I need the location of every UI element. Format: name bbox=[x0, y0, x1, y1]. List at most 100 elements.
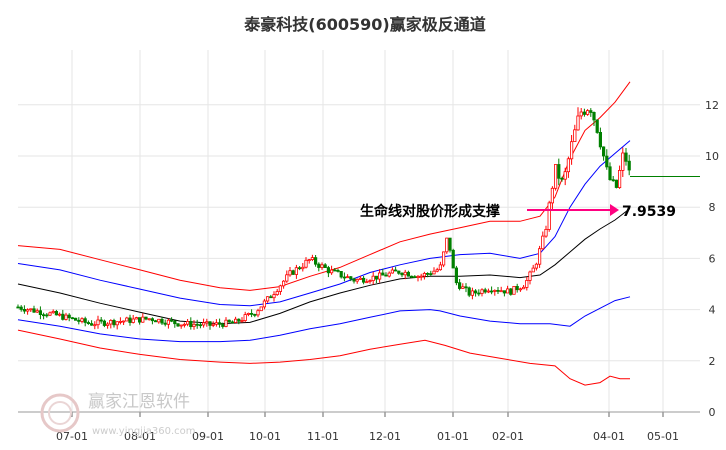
candle-body bbox=[586, 110, 590, 115]
candle-body bbox=[611, 179, 615, 182]
candle-body bbox=[22, 308, 27, 312]
candle-body bbox=[323, 264, 327, 268]
candle-body bbox=[461, 286, 465, 289]
candle-body bbox=[425, 272, 430, 275]
y-tick-label: 0 bbox=[709, 406, 716, 419]
x-axis: 07-01 08-01 09-01 10-01 11-01 12-01 01-01 02-01… bbox=[18, 411, 700, 443]
candle-body bbox=[486, 290, 491, 293]
candle-body bbox=[579, 111, 583, 117]
candle-body bbox=[83, 318, 87, 323]
candle-body bbox=[285, 274, 289, 282]
candle-body bbox=[310, 257, 315, 261]
candle-body bbox=[618, 169, 622, 188]
x-tick-label: 12-01 bbox=[369, 430, 401, 443]
candle-body bbox=[333, 269, 337, 272]
y-tick-label: 10 bbox=[705, 150, 719, 163]
candle-body bbox=[288, 270, 292, 276]
candle-body bbox=[16, 306, 20, 309]
candle-body bbox=[240, 320, 244, 322]
candle-body bbox=[61, 313, 65, 320]
candle-body bbox=[35, 310, 39, 313]
candle-body bbox=[195, 323, 199, 326]
candle-body bbox=[205, 321, 209, 324]
candle-body bbox=[566, 158, 571, 173]
candle-body bbox=[454, 267, 459, 284]
candle-body bbox=[122, 320, 126, 323]
candle-body bbox=[602, 146, 606, 157]
candle-body bbox=[176, 323, 180, 327]
candle-body bbox=[563, 171, 567, 180]
candle-body bbox=[96, 319, 100, 326]
candle-body bbox=[106, 323, 110, 326]
candle-body bbox=[451, 249, 455, 269]
candle-body bbox=[201, 322, 206, 326]
candle-body bbox=[90, 323, 94, 326]
upper-band-line bbox=[17, 81, 631, 291]
candle-body bbox=[272, 294, 276, 299]
candle-body bbox=[538, 248, 542, 265]
candle-body bbox=[25, 309, 30, 312]
candle-body bbox=[576, 115, 580, 131]
candle-body bbox=[457, 282, 462, 289]
candle-body bbox=[147, 318, 151, 321]
candle-body bbox=[58, 313, 62, 316]
y-axis: 0 2 4 6 8 10 12 bbox=[705, 99, 719, 419]
candle-body bbox=[131, 318, 135, 323]
candle-body bbox=[413, 276, 417, 279]
candle-body bbox=[297, 267, 302, 270]
candle-body bbox=[381, 272, 385, 276]
candle-body bbox=[112, 319, 116, 326]
candles bbox=[16, 107, 700, 330]
candle-body bbox=[51, 310, 55, 314]
candle-body bbox=[269, 296, 273, 299]
candle-body bbox=[246, 312, 250, 315]
candle-body bbox=[259, 306, 263, 312]
candle-body bbox=[573, 129, 577, 143]
candle-body bbox=[243, 314, 247, 322]
candle-body bbox=[422, 272, 427, 277]
candle-body bbox=[435, 269, 439, 272]
candle-body bbox=[115, 321, 119, 326]
candle-body bbox=[217, 322, 222, 325]
candle-body bbox=[595, 119, 599, 133]
candle-body bbox=[550, 187, 555, 204]
grid bbox=[18, 50, 700, 413]
candle-body bbox=[534, 263, 539, 269]
candle-body bbox=[377, 272, 382, 280]
x-tick-label: 02-01 bbox=[492, 430, 524, 443]
candle-body bbox=[70, 317, 74, 320]
candle-body bbox=[192, 323, 196, 327]
candle-body bbox=[522, 286, 526, 290]
candle-body bbox=[470, 290, 475, 296]
candle-body bbox=[198, 324, 202, 327]
candle-body bbox=[560, 177, 564, 180]
candle-body bbox=[621, 152, 625, 171]
candle-body bbox=[598, 131, 603, 148]
candle-body bbox=[320, 264, 324, 268]
candle-body bbox=[547, 202, 551, 230]
candle-body bbox=[137, 317, 142, 323]
candle-body bbox=[438, 264, 443, 271]
candle-body bbox=[185, 320, 190, 325]
candle-body bbox=[150, 318, 154, 322]
candle-body bbox=[387, 272, 391, 277]
candle-body bbox=[189, 320, 193, 327]
candle-body bbox=[358, 277, 363, 280]
candle-body bbox=[38, 310, 43, 316]
x-tick-label: 09-01 bbox=[192, 430, 224, 443]
candle-body bbox=[483, 289, 487, 293]
candle-body bbox=[326, 267, 331, 274]
candle-body bbox=[86, 322, 90, 325]
candle-body bbox=[505, 288, 510, 294]
candle-body bbox=[281, 280, 286, 287]
candle-body bbox=[499, 290, 503, 293]
candle-body bbox=[365, 281, 369, 284]
candle-body bbox=[29, 308, 33, 311]
candle-body bbox=[93, 324, 97, 327]
candle-body bbox=[211, 323, 215, 326]
candle-body bbox=[221, 323, 225, 327]
candle-body bbox=[102, 320, 106, 326]
candle-body bbox=[489, 290, 494, 293]
candle-body bbox=[515, 285, 519, 291]
